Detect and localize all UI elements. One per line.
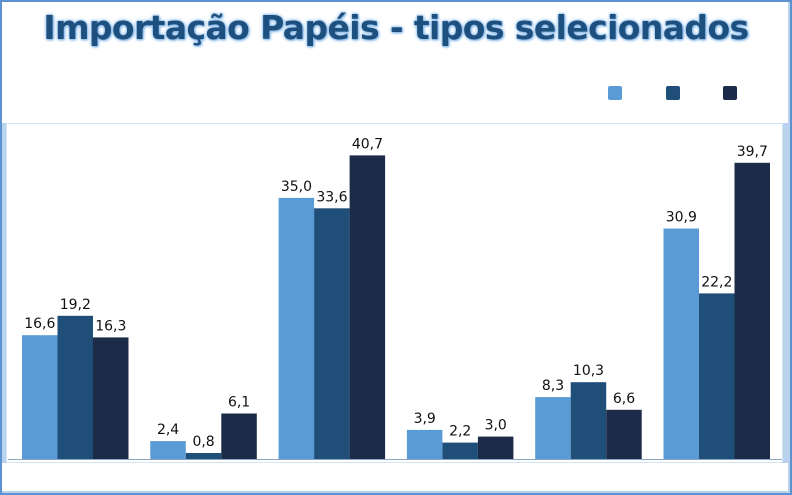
bar-s2-c1 <box>57 315 93 459</box>
bar-s2-c3 <box>314 208 350 459</box>
bar-s3-c4 <box>477 436 514 459</box>
bar-s1-c4 <box>406 429 443 459</box>
bar-s1-c5 <box>535 397 571 459</box>
bottom-band <box>2 463 788 491</box>
data-label-s1-c1: 16,6 <box>24 316 55 332</box>
data-label-s2-c3: 33,6 <box>316 189 347 205</box>
bar-s3-c5 <box>606 409 642 459</box>
bar-s2-c6 <box>699 293 735 459</box>
data-label-s2-c5: 10,3 <box>573 363 604 379</box>
bar-s1-c6 <box>663 228 699 459</box>
bar-s2-c4 <box>442 442 478 459</box>
bar-s3-c3 <box>349 155 386 459</box>
legend-swatch-series-1 <box>608 86 622 100</box>
data-label-s1-c5: 8,3 <box>542 378 564 394</box>
bar-s1-c3 <box>278 197 315 459</box>
data-label-s3-c1: 16,3 <box>95 318 126 334</box>
data-label-s1-c3: 35,0 <box>281 179 312 195</box>
bar-s3-c6 <box>734 162 770 460</box>
data-label-s1-c4: 3,9 <box>414 411 436 427</box>
plot-area <box>6 123 783 463</box>
legend-swatch-series-2 <box>666 86 680 100</box>
chart-title: Importação Papéis - tipos selecionados <box>43 8 749 47</box>
data-label-s3-c4: 3,0 <box>485 418 507 434</box>
legend-swatch-series-3 <box>723 86 737 100</box>
title-band <box>2 2 788 123</box>
data-label-s3-c3: 40,7 <box>352 136 383 152</box>
bar-s1-c2 <box>150 441 186 459</box>
data-label-s3-c2: 6,1 <box>228 395 250 411</box>
bar-s3-c1 <box>93 337 129 459</box>
bar-s2-c2 <box>185 453 222 459</box>
bar-s1-c1 <box>22 335 58 459</box>
data-label-s1-c2: 2,4 <box>157 422 179 438</box>
data-label-s2-c2: 0,8 <box>192 434 214 450</box>
data-label-s3-c6: 39,7 <box>737 144 768 160</box>
data-label-s3-c5: 6,6 <box>613 391 635 407</box>
bar-s2-c5 <box>570 382 607 459</box>
data-label-s2-c6: 22,2 <box>701 274 732 290</box>
data-label-s2-c4: 2,2 <box>449 424 471 440</box>
bar-s3-c2 <box>221 413 257 459</box>
data-label-s1-c6: 30,9 <box>666 210 697 226</box>
data-label-s2-c1: 19,2 <box>60 297 91 313</box>
